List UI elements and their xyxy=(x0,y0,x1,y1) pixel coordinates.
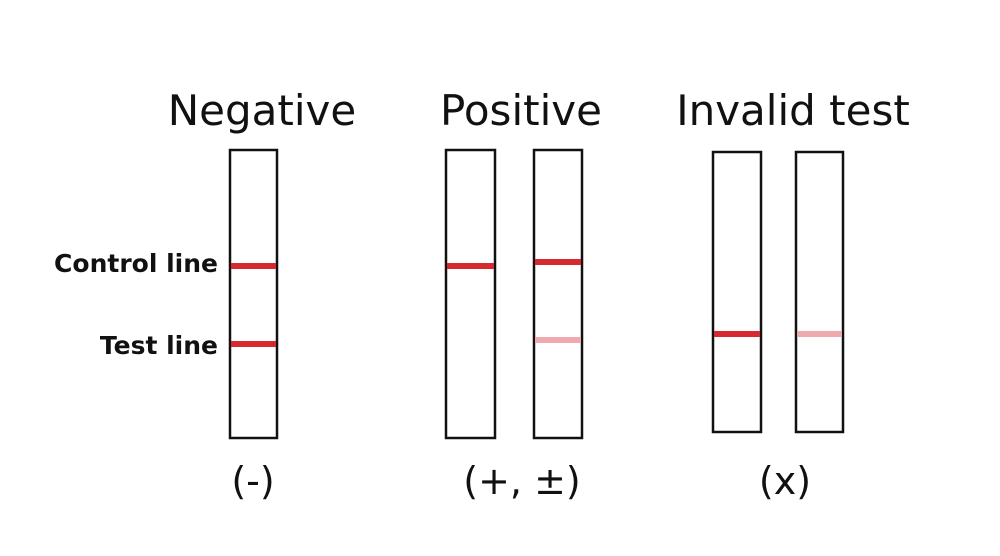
panel-title: Positive xyxy=(440,86,602,135)
panel-title: Negative xyxy=(168,86,357,135)
result-symbol: (x) xyxy=(759,459,811,503)
strip xyxy=(228,148,279,440)
strip xyxy=(444,148,497,440)
strip xyxy=(532,148,584,440)
strip xyxy=(711,150,763,434)
control-label: Control line xyxy=(54,249,218,278)
test-label: Test line xyxy=(100,331,218,360)
strips xyxy=(228,148,845,440)
strip xyxy=(794,150,845,434)
result-symbol: (-) xyxy=(231,459,274,503)
result-symbol: (+, ±) xyxy=(463,459,581,503)
panel-title: Invalid test xyxy=(676,86,910,135)
